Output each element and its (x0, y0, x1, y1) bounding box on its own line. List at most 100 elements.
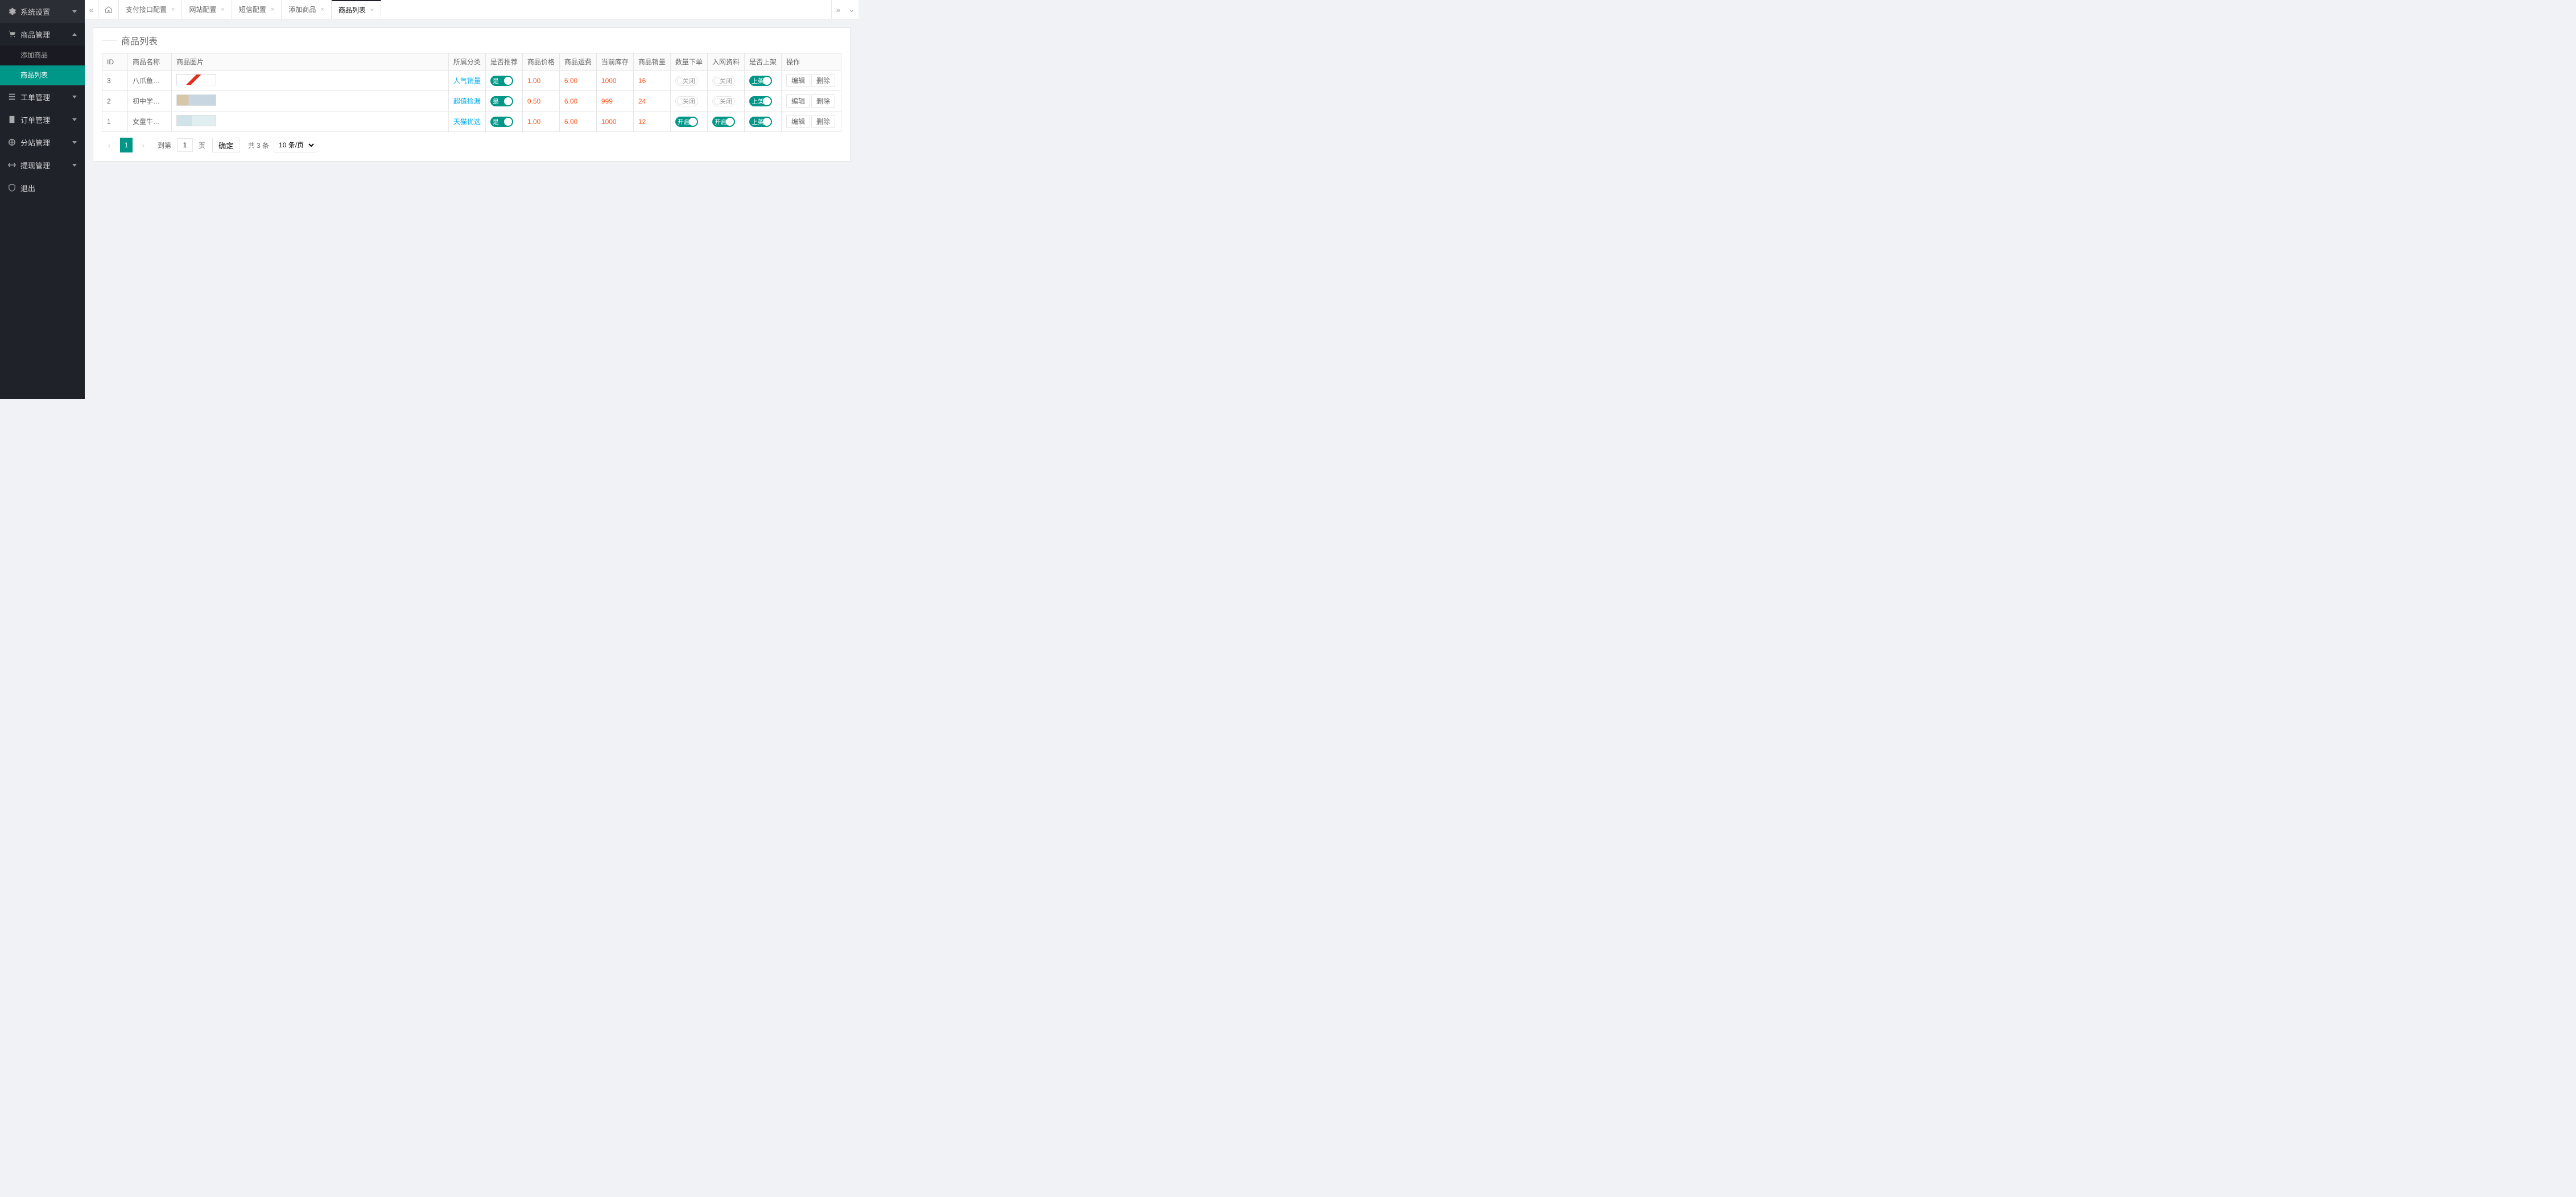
goto-label: 到第 (158, 141, 171, 150)
submenu-add-product[interactable]: 添加商品 (0, 46, 85, 65)
menu-logout[interactable]: 退出 (0, 176, 85, 199)
close-icon[interactable]: × (221, 6, 224, 13)
close-icon[interactable]: × (320, 6, 324, 13)
col-name: 商品名称 (128, 53, 172, 71)
col-recommend: 是否推荐 (485, 53, 522, 71)
table-row: 3八爪鱼大爆…人气销量是1.006.00100016关闭关闭上架编辑删除 (102, 71, 841, 91)
tab-label: 商品列表 (338, 5, 366, 15)
cell-sales: 16 (633, 71, 670, 91)
tabs: 支付接口配置 × 网站配置 × 短信配置 × 添加商品 × 商品列表 × (119, 0, 381, 19)
cell-sales: 12 (633, 112, 670, 132)
col-qtyorder: 数量下单 (670, 53, 707, 71)
cell-netinfo: 关闭 (707, 91, 744, 112)
cell-price: 1.00 (522, 71, 559, 91)
withdraw-icon (8, 161, 16, 169)
cell-stock: 999 (596, 91, 633, 112)
close-icon[interactable]: × (370, 7, 374, 14)
qtyorder-switch[interactable]: 关闭 (675, 96, 698, 106)
tab-label: 网站配置 (189, 5, 216, 14)
cell-qtyorder: 关闭 (670, 91, 707, 112)
shelf-switch[interactable]: 上架 (749, 117, 772, 127)
tab-product-list[interactable]: 商品列表 × (332, 0, 381, 19)
netinfo-switch[interactable]: 开启 (712, 117, 735, 127)
tabs-more[interactable]: ⌄ (845, 0, 858, 19)
tab-pay-config[interactable]: 支付接口配置 × (119, 0, 182, 19)
edit-button[interactable]: 编辑 (786, 74, 810, 87)
goto-page-input[interactable] (177, 138, 193, 152)
menu-order[interactable]: 订单管理 (0, 108, 85, 131)
cell-netinfo: 关闭 (707, 71, 744, 91)
col-sales: 商品销量 (633, 53, 670, 71)
col-shipping: 商品运费 (559, 53, 596, 71)
shelf-switch[interactable]: 上架 (749, 96, 772, 106)
cell-actions: 编辑删除 (781, 71, 841, 91)
menu-system-settings[interactable]: 系统设置 (0, 0, 85, 23)
card-title: 商品列表 (102, 34, 841, 47)
cell-image (172, 71, 449, 91)
next-page[interactable]: › (136, 138, 151, 152)
sidebar: 系统设置 商品管理 添加商品 商品列表 工单管理 订单管理 (0, 0, 85, 399)
cell-actions: 编辑删除 (781, 91, 841, 112)
table-header-row: ID 商品名称 商品图片 所属分类 是否推荐 商品价格 商品运费 当前库存 商品… (102, 53, 841, 71)
cell-shelf: 上架 (744, 71, 781, 91)
page-size-select[interactable]: 10 条/页 (274, 138, 316, 152)
category-link[interactable]: 超值捡漏 (453, 97, 481, 105)
total-count: 共 3 条 (248, 141, 269, 150)
menu-product-management[interactable]: 商品管理 (0, 23, 85, 46)
cell-shipping: 6.00 (559, 112, 596, 132)
cell-shelf: 上架 (744, 91, 781, 112)
home-tab[interactable] (98, 0, 119, 19)
cell-id: 1 (102, 112, 128, 132)
tab-add-product[interactable]: 添加商品 × (282, 0, 331, 19)
menu-withdraw[interactable]: 提现管理 (0, 154, 85, 176)
edit-button[interactable]: 编辑 (786, 115, 810, 128)
cell-stock: 1000 (596, 112, 633, 132)
recommend-switch[interactable]: 是 (490, 96, 513, 106)
col-netinfo: 入网资料 (707, 53, 744, 71)
menu-work-order[interactable]: 工单管理 (0, 85, 85, 108)
close-icon[interactable]: × (171, 6, 175, 13)
cell-category: 超值捡漏 (448, 91, 485, 112)
cell-actions: 编辑删除 (781, 112, 841, 132)
tab-sms-config[interactable]: 短信配置 × (232, 0, 282, 19)
delete-button[interactable]: 删除 (811, 94, 835, 108)
prev-page[interactable]: ‹ (102, 138, 117, 152)
tabs-scroll-left[interactable]: « (85, 0, 98, 19)
recommend-switch[interactable]: 是 (490, 76, 513, 86)
category-link[interactable]: 天猫优选 (453, 118, 481, 126)
tab-site-config[interactable]: 网站配置 × (182, 0, 232, 19)
qtyorder-switch[interactable]: 开启 (675, 117, 698, 127)
tabs-scroll-right[interactable]: » (831, 0, 845, 19)
delete-button[interactable]: 删除 (811, 115, 835, 128)
menu-branch-site[interactable]: 分站管理 (0, 131, 85, 154)
cell-stock: 1000 (596, 71, 633, 91)
cell-category: 天猫优选 (448, 112, 485, 132)
cell-name: 八爪鱼大爆… (128, 71, 172, 91)
page-title: 商品列表 (121, 34, 158, 47)
menu-label: 订单管理 (20, 114, 72, 125)
cell-image (172, 112, 449, 132)
menu-label: 系统设置 (20, 6, 72, 17)
shelf-switch[interactable]: 上架 (749, 76, 772, 86)
cell-qtyorder: 开启 (670, 112, 707, 132)
netinfo-switch[interactable]: 关闭 (712, 96, 735, 106)
qtyorder-switch[interactable]: 关闭 (675, 76, 698, 86)
cell-price: 1.00 (522, 112, 559, 132)
gear-icon (8, 7, 16, 15)
goto-confirm-button[interactable]: 确定 (212, 138, 240, 152)
cell-sales: 24 (633, 91, 670, 112)
product-table: ID 商品名称 商品图片 所属分类 是否推荐 商品价格 商品运费 当前库存 商品… (102, 53, 841, 132)
tab-label: 添加商品 (288, 5, 316, 14)
submenu-product-list[interactable]: 商品列表 (0, 65, 85, 85)
netinfo-switch[interactable]: 关闭 (712, 76, 735, 86)
recommend-switch[interactable]: 是 (490, 117, 513, 127)
col-shelf: 是否上架 (744, 53, 781, 71)
category-link[interactable]: 人气销量 (453, 77, 481, 85)
close-icon[interactable]: × (271, 6, 274, 13)
page-number[interactable]: 1 (120, 138, 133, 152)
cell-name: 女童牛仔长… (128, 112, 172, 132)
col-price: 商品价格 (522, 53, 559, 71)
pagination: ‹ 1 › 到第 页 确定 共 3 条 10 条/页 (102, 138, 841, 152)
delete-button[interactable]: 删除 (811, 74, 835, 87)
edit-button[interactable]: 编辑 (786, 94, 810, 108)
